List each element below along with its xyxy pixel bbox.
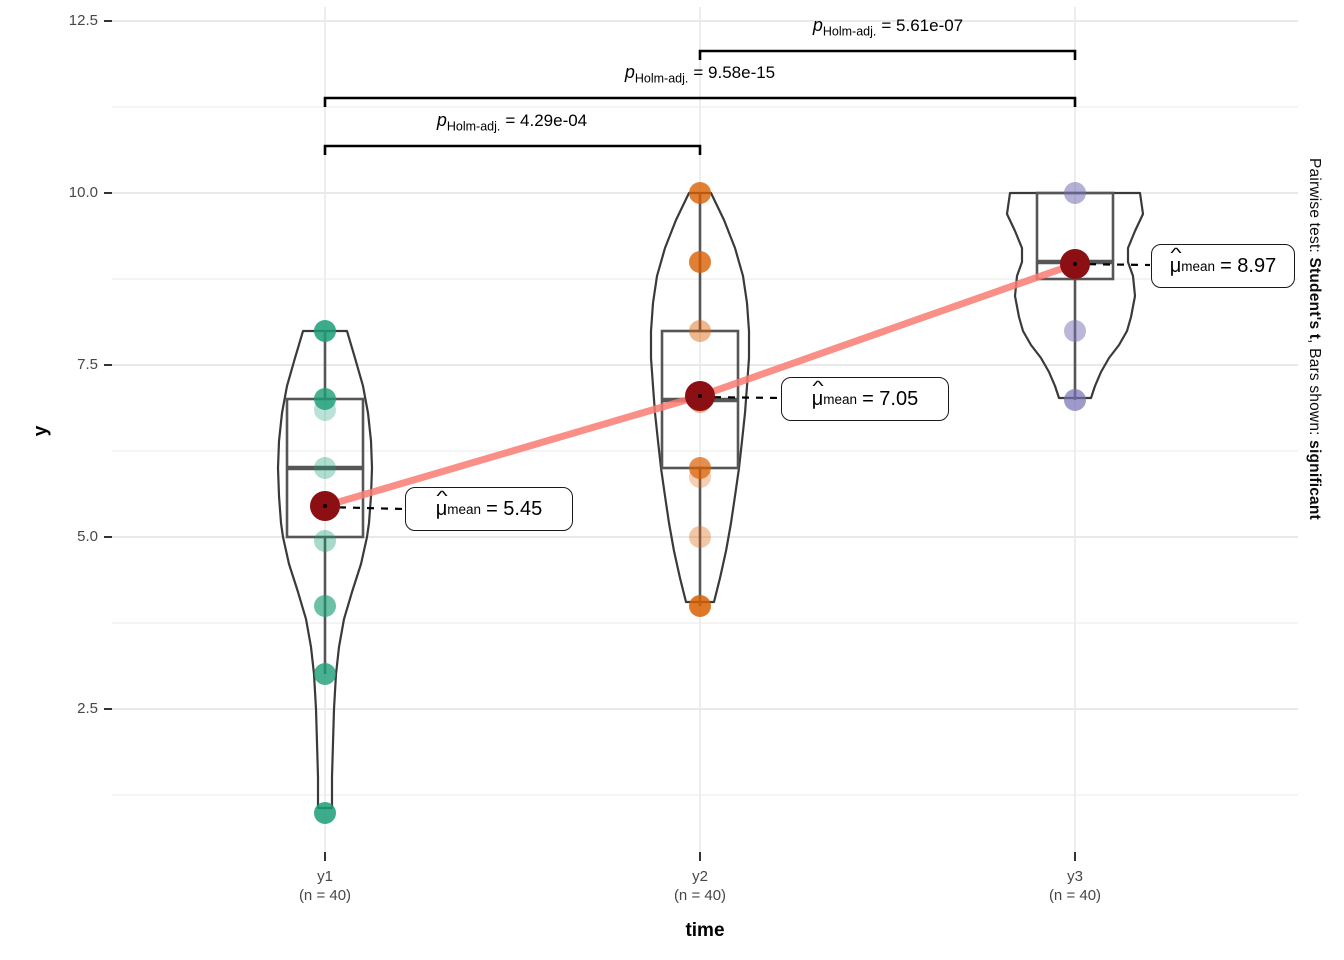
x-tick-y1: y1 (n = 40) [255,867,395,905]
mu-subscript: mean [1181,258,1216,274]
x-tick-y2: y2 (n = 40) [630,867,770,905]
y-tick-10-0: 10.0 [68,184,98,201]
pvalue-label-y1-y2: pHolm-adj. = 4.29e-04 [352,110,672,133]
mu-subscript: mean [447,501,482,517]
p-symbol: p [436,110,447,130]
p-value: = 4.29e-04 [505,111,588,130]
y-axis-title: y [30,425,52,437]
p-subscript: Holm-adj. [446,119,501,134]
y-tick-12-5: 12.5 [68,12,98,29]
x-axis-tick-marks [324,852,1076,861]
mu-hat-symbol: ^ μ [435,488,448,520]
significance-brackets [323,49,1077,155]
mean-value: = 7.05 [862,387,919,410]
y-tick-2-5: 2.5 [77,700,98,717]
mu-hat-symbol: ^ μ [811,378,824,410]
p-subscript: Holm-adj. [822,24,877,39]
p-value: = 9.58e-15 [693,63,776,82]
y-tick-7-5: 7.5 [77,356,98,373]
x-tick-y3-n: (n = 40) [1048,887,1102,904]
violin-y2 [649,191,751,604]
mean-value: = 5.45 [486,497,543,520]
y-axis-tick-marks [104,20,112,710]
y-tick-5-0: 5.0 [77,528,98,545]
x-tick-y3-label: y3 [1067,868,1083,885]
mu-subscript: mean [823,391,858,407]
p-subscript: Holm-adj. [634,71,689,86]
pvalue-label-y2-y3: pHolm-adj. = 5.61e-07 [728,15,1048,38]
p-symbol: p [812,15,823,35]
gridlines-minor-horizontal [112,106,1298,796]
x-axis-title: time [685,920,725,941]
gridlines-major-vertical [324,7,1076,852]
data-points-y2 [689,182,711,617]
x-tick-y3: y3 (n = 40) [1005,867,1145,905]
x-tick-y1-label: y1 [317,868,333,885]
p-symbol: p [624,62,635,82]
x-tick-y2-n: (n = 40) [673,887,727,904]
mean-label-y1: ^ μ mean = 5.45 [405,487,573,531]
data-points-y1 [314,320,336,824]
mean-label-y3: ^ μ mean = 8.97 [1151,244,1295,288]
x-tick-y1-n: (n = 40) [298,887,352,904]
mean-label-y2: ^ μ mean = 7.05 [781,377,949,421]
p-value: = 5.61e-07 [881,16,964,35]
bracket-y1-y2 [323,144,702,155]
bracket-y1-y3 [323,96,1077,107]
mu-hat-symbol: ^ μ [1169,245,1182,277]
x-tick-y2-label: y2 [692,868,708,885]
mean-points [310,249,1090,521]
pvalue-label-y1-y3: pHolm-adj. = 9.58e-15 [540,62,860,85]
mean-value: = 8.97 [1220,254,1277,277]
caption-pairwise-test: Pairwise test: Student's t, Bars shown: … [1306,158,1323,520]
violin-y3 [1005,191,1145,400]
bracket-y2-y3 [698,49,1077,60]
mean-label-connectors [324,262,1151,511]
